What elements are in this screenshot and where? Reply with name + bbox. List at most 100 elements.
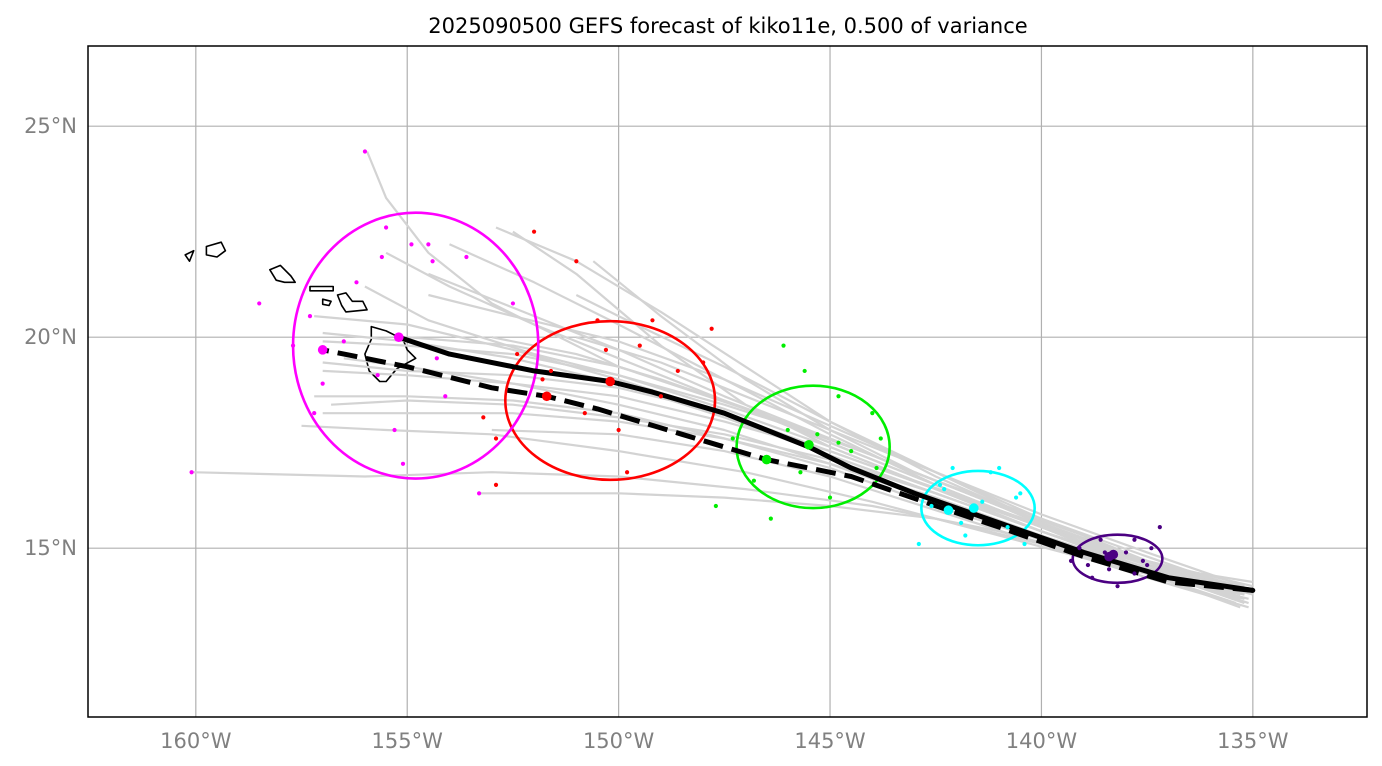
member-position-dot [768, 516, 773, 521]
island-lanai-coastline [321, 298, 332, 307]
y-tick-label: 15°N [24, 536, 77, 560]
x-tick-label: 155°W [372, 729, 444, 753]
member-position-dot [312, 411, 317, 416]
member-position-dot [713, 503, 718, 509]
member-position-dot [379, 254, 384, 260]
member-position-dot [988, 470, 993, 475]
member-position-dot [362, 149, 368, 154]
y-tick-label: 25°N [24, 114, 77, 138]
member-position-dot [341, 339, 346, 344]
member-position-dot [950, 465, 955, 471]
member-position-dot [290, 343, 296, 348]
chart-title: 2025090500 GEFS forecast of kiko11e, 0.5… [428, 14, 1027, 38]
member-position-dot [849, 449, 854, 454]
member-position-dot [430, 259, 435, 264]
member-track-line [407, 336, 1254, 588]
consensus-track-position-marker [1104, 551, 1114, 562]
member-position-dot [878, 436, 883, 441]
member-position-dot [916, 541, 921, 547]
y-tick-label: 20°N [24, 325, 77, 349]
map-plot-area [184, 149, 1256, 609]
member-position-dot [354, 280, 359, 285]
uncertainty-ellipse [735, 384, 891, 510]
member-track-line [322, 340, 1245, 600]
member-position-dot [963, 533, 968, 538]
member-position-dot [1106, 567, 1112, 572]
member-position-dot [307, 313, 313, 319]
member-position-dot [751, 478, 757, 483]
member-position-dot [1098, 537, 1103, 542]
island-molokai-coastline [309, 285, 335, 292]
mean-track-position-marker [804, 440, 814, 450]
uncertainty-ellipse [920, 469, 1036, 547]
member-position-dot [730, 436, 735, 441]
member-position-dot [1157, 524, 1162, 530]
member-position-dot [383, 225, 389, 230]
member-position-dot [815, 432, 820, 437]
mean-track-position-marker [393, 332, 404, 342]
member-position-dot [375, 373, 380, 378]
uncertainty-ellipse [1071, 533, 1164, 585]
member-track-line [428, 293, 1249, 592]
member-position-dot [1132, 537, 1137, 542]
member-position-dot [836, 440, 841, 445]
plot-frame [87, 45, 1368, 718]
member-position-dot [675, 368, 680, 374]
consensus-track-position-marker [541, 391, 552, 402]
x-tick-label: 140°W [1006, 729, 1078, 753]
consensus-track-position-marker [317, 345, 328, 355]
member-position-dot [650, 318, 655, 323]
member-position-dot [476, 491, 482, 496]
member-position-dot [624, 470, 630, 475]
member-position-dot [709, 326, 714, 331]
x-tick-label: 135°W [1217, 729, 1289, 753]
x-tick-label: 150°W [583, 729, 655, 753]
member-position-dot [1068, 558, 1074, 563]
member-position-dot [1022, 541, 1027, 547]
axis-ticks: 160°W 155°W 150°W 145°W 140°W 135°W 15°N 20°N 25… [24, 114, 1289, 753]
member-position-dot [515, 351, 520, 357]
member-position-dot [959, 520, 964, 525]
member-position-dot [582, 411, 587, 416]
member-position-dot [937, 482, 943, 487]
member-position-dot [997, 465, 1002, 471]
member-track-line [575, 336, 1245, 588]
x-tick-label: 160°W [160, 729, 232, 753]
member-position-dot [603, 347, 609, 352]
member-position-dot [548, 368, 554, 374]
member-position-dot [443, 394, 448, 399]
member-position-dot [1085, 562, 1091, 568]
gridlines [88, 46, 1367, 717]
member-position-dot [510, 301, 516, 306]
member-position-dot [802, 368, 807, 374]
member-position-dot [1013, 495, 1019, 500]
member-position-dot [1018, 491, 1023, 496]
island-maui-coastline [336, 292, 368, 313]
member-position-dot [464, 254, 469, 260]
member-position-dot [874, 465, 879, 471]
member-position-dot [392, 427, 397, 433]
member-position-dot [1005, 524, 1010, 530]
island-niihau-coastline [184, 249, 195, 263]
member-position-dot [929, 503, 934, 509]
island-oahu-coastline [268, 264, 297, 284]
member-position-dot [434, 356, 439, 361]
member-position-dot [409, 242, 414, 247]
member-position-dot [836, 394, 841, 399]
member-position-dot [574, 259, 579, 264]
member-position-dot [1149, 546, 1154, 551]
uncertainty-ellipse [504, 319, 717, 482]
member-position-dot [781, 343, 786, 348]
member-track-line [322, 412, 1245, 592]
member-position-dot [400, 461, 406, 466]
member-position-dot [426, 242, 431, 247]
mean-track-position-marker [968, 503, 979, 513]
member-position-dot [658, 394, 664, 399]
member-position-dot [320, 381, 325, 386]
member-position-dot [257, 301, 262, 306]
member-position-dot [493, 436, 499, 441]
member-position-dot [1090, 575, 1095, 580]
member-position-dot [531, 229, 537, 234]
member-position-dot [827, 495, 833, 500]
member-position-dot [481, 415, 486, 420]
